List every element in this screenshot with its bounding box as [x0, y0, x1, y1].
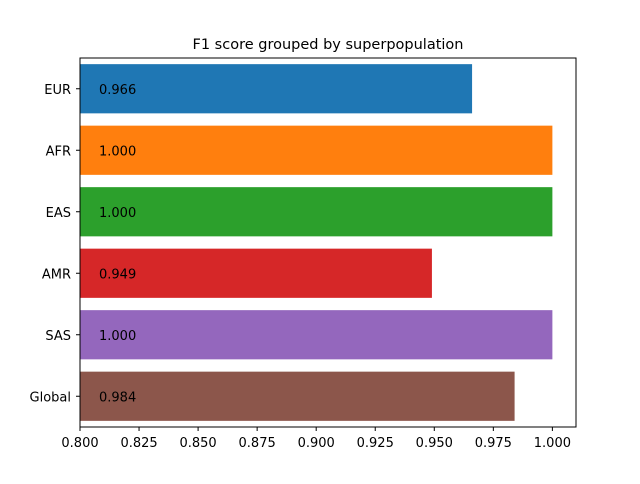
bar-eur — [80, 64, 473, 114]
bar-global — [80, 371, 515, 421]
value-label-sas: 1.000 — [99, 329, 136, 344]
x-tick-label: 1.000 — [534, 436, 571, 451]
bar-eas — [80, 187, 553, 237]
bar-amr — [80, 248, 432, 298]
y-axis: EUR AFR EAS AMR SAS Global — [30, 83, 80, 405]
y-tick-label-eas: EAS — [46, 206, 71, 221]
y-tick-label-afr: AFR — [46, 144, 71, 159]
y-tick-label-eur: EUR — [44, 83, 71, 98]
y-tick-label-sas: SAS — [45, 329, 71, 344]
x-tick-label: 0.875 — [239, 436, 276, 451]
value-label-eas: 1.000 — [99, 206, 136, 221]
x-tick-label: 0.975 — [475, 436, 512, 451]
value-label-eur: 0.966 — [99, 83, 136, 98]
x-tick-label: 0.900 — [298, 436, 335, 451]
value-labels-layer: 0.966 1.000 1.000 0.949 1.000 0.984 — [99, 83, 136, 406]
chart-title: F1 score grouped by superpopulation — [193, 37, 464, 53]
value-label-global: 0.984 — [99, 390, 136, 405]
bar-afr — [80, 125, 553, 175]
value-label-afr: 1.000 — [99, 144, 136, 159]
x-axis: 0.800 0.825 0.850 0.875 0.900 0.925 0.950 0.975… — [61, 427, 571, 451]
bars-layer — [80, 64, 553, 421]
y-tick-label-amr: AMR — [42, 267, 71, 282]
x-tick-label: 0.850 — [179, 436, 216, 451]
bar-sas — [80, 310, 553, 360]
x-tick-label: 0.925 — [357, 436, 394, 451]
plot-frame — [79, 57, 577, 428]
x-tick-label: 0.825 — [120, 436, 157, 451]
x-tick-label: 0.800 — [61, 436, 98, 451]
y-tick-label-global: Global — [30, 390, 71, 405]
value-label-amr: 0.949 — [99, 267, 136, 282]
x-tick-label: 0.950 — [416, 436, 453, 451]
